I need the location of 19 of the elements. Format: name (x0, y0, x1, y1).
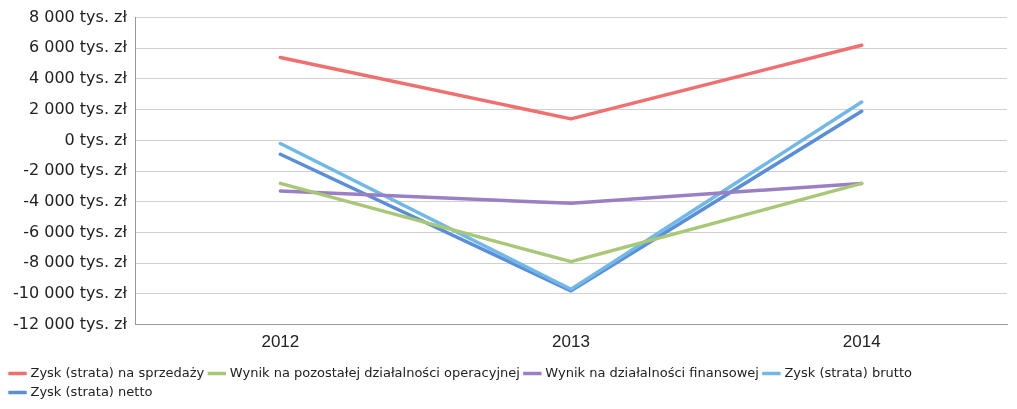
y-tick-label: 0 tys. zł (64, 129, 128, 149)
x-tick-label: 2013 (552, 332, 590, 352)
x-tick-label: 2014 (842, 332, 881, 352)
x-tick-label: 2012 (261, 332, 300, 352)
y-tick-label: 2 000 tys. zł (28, 98, 128, 118)
y-tick-label: -4 000 tys. zł (23, 190, 128, 210)
y-tick-label: -12 000 tys. zł (12, 313, 128, 333)
y-tick-label: -8 000 tys. zł (23, 252, 128, 272)
y-tick-label: -10 000 tys. zł (12, 283, 128, 303)
y-tick-label: 4 000 tys. zł (28, 68, 128, 88)
legend-label: Wynik na pozostałej działalności operacyjnej (229, 364, 520, 380)
y-tick-label: 6 000 tys. zł (28, 37, 128, 57)
y-tick-label: -6 000 tys. zł (23, 221, 128, 241)
legend-label: Zysk (strata) na sprzedaży (30, 364, 205, 380)
y-tick-label: -2 000 tys. zł (23, 160, 128, 180)
legend-label: Zysk (strata) netto (30, 383, 153, 399)
y-tick-label: 8 000 tys. zł (28, 6, 128, 26)
legend-label: Wynik na działalności finansowej (545, 364, 759, 380)
legend-label: Zysk (strata) brutto (784, 364, 912, 380)
